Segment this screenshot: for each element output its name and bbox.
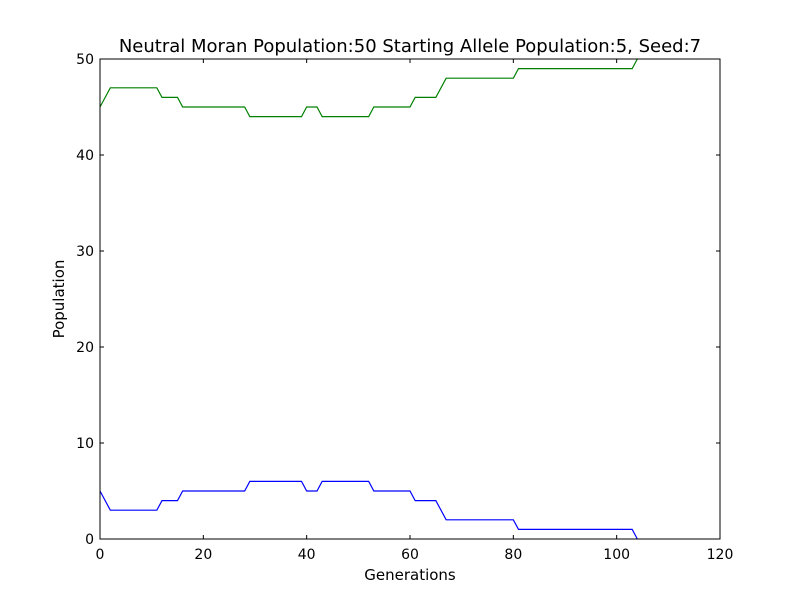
y-tick-label: 30 bbox=[76, 244, 94, 260]
x-tick-label: 60 bbox=[401, 547, 419, 563]
series-line-1 bbox=[99, 480, 638, 540]
tick-layer: 0 20 40 60 80 100 120 0 10 20 30 40 50 bbox=[76, 52, 733, 563]
x-tick-label: 0 bbox=[96, 547, 105, 563]
x-tick-label: 40 bbox=[298, 547, 316, 563]
chart-title: Neutral Moran Population:50 Starting All… bbox=[119, 36, 701, 57]
y-axis-label: Population bbox=[50, 260, 68, 339]
y-tick-label: 40 bbox=[76, 148, 94, 164]
y-tick-label: 0 bbox=[85, 532, 94, 548]
y-tick-label: 50 bbox=[76, 52, 94, 68]
y-tick-label: 20 bbox=[76, 340, 94, 356]
series-line-2 bbox=[99, 58, 638, 118]
x-axis-label: Generations bbox=[364, 566, 456, 584]
series-layer bbox=[99, 58, 638, 540]
y-tick-label: 10 bbox=[76, 436, 94, 452]
x-tick-label: 100 bbox=[603, 547, 630, 563]
plot-frame bbox=[99, 58, 721, 540]
x-tick-label: 20 bbox=[194, 547, 212, 563]
x-tick-label: 80 bbox=[504, 547, 522, 563]
x-tick-label: 120 bbox=[707, 547, 734, 563]
